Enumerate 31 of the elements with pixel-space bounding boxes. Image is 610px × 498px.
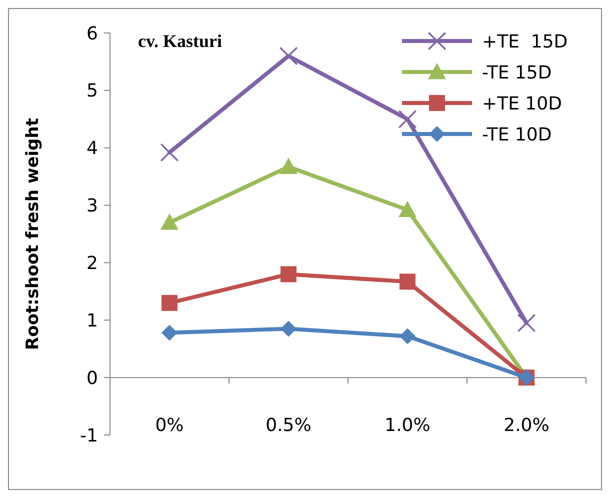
x-tick-label: 1.0% [384,415,430,436]
y-axis-title: Root:shoot fresh weight [23,118,43,350]
y-tick-label: 1 [86,310,98,332]
y-tick-label: 5 [86,80,98,102]
annotation: cv. Kasturi [138,31,222,51]
point [280,46,298,65]
point [162,294,178,311]
x-tick-label: 2.0% [504,415,550,436]
point [162,324,178,341]
point [518,314,536,332]
y-tick-label: -1 [80,425,98,446]
point [280,320,296,337]
legend-label: +TE 15D [482,31,568,52]
legend-label: -TE 10D [482,124,552,146]
point [280,266,296,282]
x-tick-label: 0% [155,415,184,436]
y-tick-label: 4 [86,138,98,160]
x-tick-label: 0.5% [266,415,312,436]
y-tick-label: 3 [86,196,98,217]
point [160,143,178,162]
legend-label: +TE 10D [482,93,562,114]
point [400,274,416,290]
y-tick-label: 6 [86,23,98,44]
point [398,110,416,128]
point [400,328,416,344]
point [160,214,178,230]
point [398,200,416,218]
y-tick-label: 2 [86,253,98,274]
legend-label: -TE 15D [482,62,552,84]
y-tick-label: 0 [86,368,98,389]
point [280,158,298,174]
